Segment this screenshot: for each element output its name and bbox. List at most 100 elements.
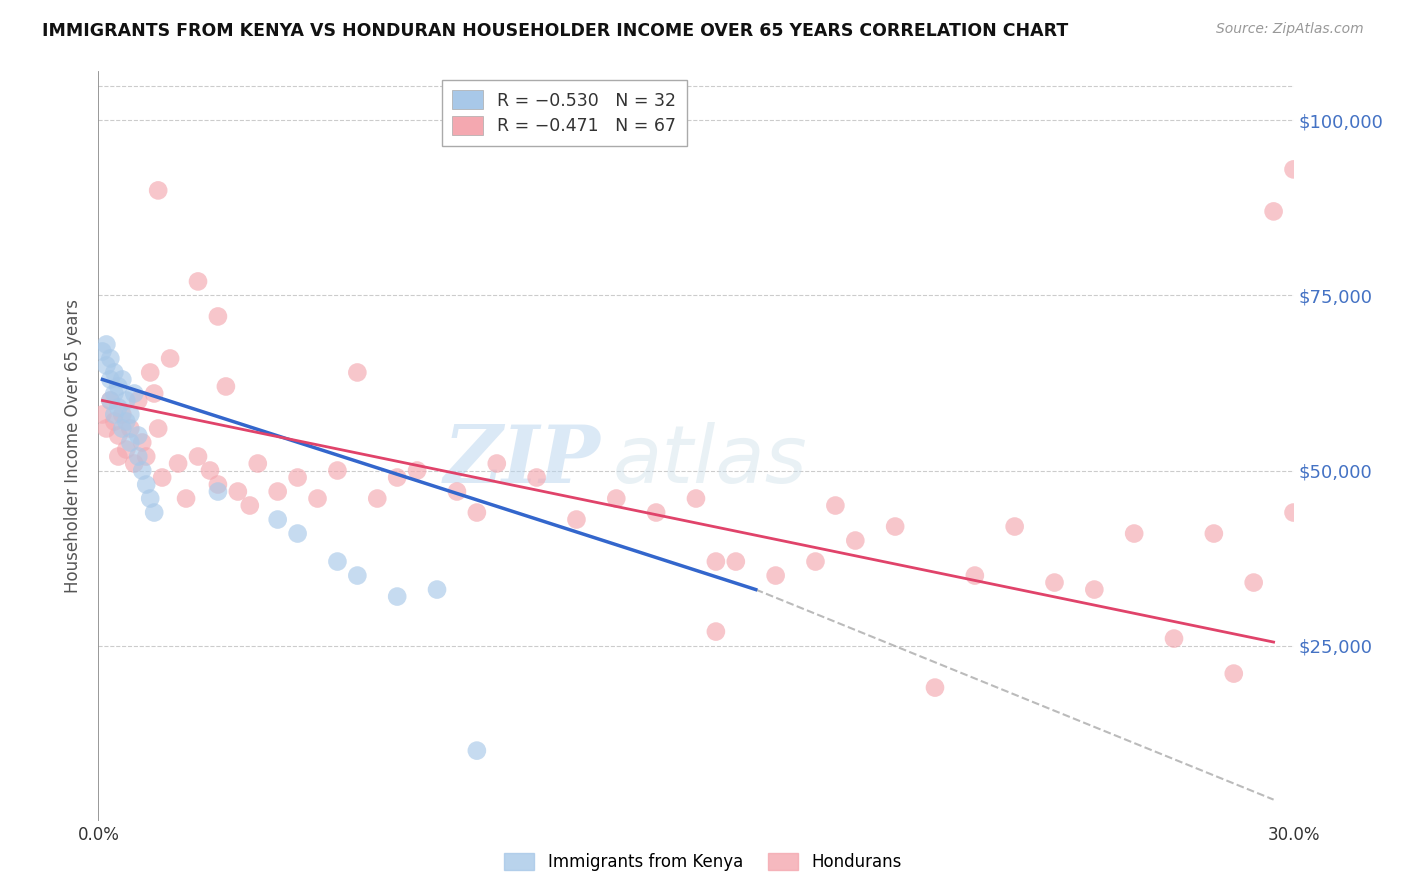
Point	[824, 499, 846, 513]
Point	[124, 386, 146, 401]
Legend: R = −0.530   N = 32, R = −0.471   N = 67: R = −0.530 N = 32, R = −0.471 N = 67	[441, 80, 686, 145]
Point	[924, 681, 946, 695]
Point	[96, 359, 118, 373]
Point	[115, 442, 138, 457]
Legend: Immigrants from Kenya, Hondurans: Immigrants from Kenya, Hondurans	[496, 845, 910, 880]
Point	[1282, 506, 1305, 520]
Point	[127, 393, 149, 408]
Text: ZIP: ZIP	[443, 422, 600, 500]
Point	[98, 351, 122, 366]
Point	[174, 491, 197, 506]
Point	[267, 484, 290, 499]
Point	[111, 408, 134, 422]
Point	[287, 470, 309, 484]
Point	[131, 435, 153, 450]
Point	[135, 477, 157, 491]
Point	[143, 506, 166, 520]
Point	[426, 582, 449, 597]
Point	[884, 519, 907, 533]
Point	[103, 366, 125, 380]
Point	[207, 310, 229, 324]
Point	[366, 491, 388, 506]
Point	[246, 457, 269, 471]
Point	[103, 386, 125, 401]
Point	[385, 470, 409, 484]
Point	[287, 526, 309, 541]
Point	[98, 393, 122, 408]
Point	[120, 408, 142, 422]
Point	[107, 450, 129, 464]
Point	[1223, 666, 1246, 681]
Point	[465, 743, 488, 757]
Point	[485, 457, 508, 471]
Point	[704, 624, 727, 639]
Point	[120, 421, 142, 435]
Point	[96, 337, 118, 351]
Point	[98, 372, 122, 386]
Text: IMMIGRANTS FROM KENYA VS HONDURAN HOUSEHOLDER INCOME OVER 65 YEARS CORRELATION C: IMMIGRANTS FROM KENYA VS HONDURAN HOUSEH…	[42, 22, 1069, 40]
Point	[115, 393, 138, 408]
Point	[724, 555, 747, 569]
Point	[148, 421, 170, 435]
Point	[346, 366, 368, 380]
Point	[124, 457, 146, 471]
Point	[198, 463, 221, 477]
Point	[103, 408, 125, 422]
Point	[1043, 575, 1066, 590]
Point	[120, 435, 142, 450]
Point	[526, 470, 548, 484]
Point	[207, 477, 229, 491]
Point	[98, 393, 122, 408]
Point	[148, 183, 170, 197]
Point	[1243, 575, 1265, 590]
Point	[685, 491, 707, 506]
Point	[1004, 519, 1026, 533]
Point	[645, 506, 668, 520]
Point	[215, 379, 238, 393]
Point	[127, 428, 149, 442]
Point	[127, 450, 149, 464]
Point	[107, 428, 129, 442]
Point	[139, 366, 162, 380]
Point	[135, 450, 157, 464]
Point	[326, 555, 349, 569]
Point	[307, 491, 329, 506]
Text: atlas: atlas	[613, 422, 807, 500]
Point	[131, 463, 153, 477]
Point	[107, 379, 129, 393]
Point	[765, 568, 787, 582]
Point	[91, 408, 114, 422]
Point	[187, 450, 209, 464]
Point	[804, 555, 827, 569]
Point	[1083, 582, 1105, 597]
Point	[565, 512, 588, 526]
Point	[226, 484, 249, 499]
Point	[187, 275, 209, 289]
Point	[844, 533, 866, 548]
Point	[1263, 204, 1285, 219]
Point	[1163, 632, 1185, 646]
Point	[326, 463, 349, 477]
Point	[963, 568, 986, 582]
Point	[239, 499, 262, 513]
Point	[139, 491, 162, 506]
Point	[115, 415, 138, 429]
Point	[605, 491, 627, 506]
Point	[159, 351, 181, 366]
Point	[346, 568, 368, 582]
Point	[446, 484, 468, 499]
Point	[385, 590, 409, 604]
Point	[1282, 162, 1305, 177]
Point	[111, 372, 134, 386]
Point	[107, 401, 129, 415]
Point	[406, 463, 429, 477]
Point	[111, 421, 134, 435]
Point	[1123, 526, 1146, 541]
Point	[704, 555, 727, 569]
Point	[267, 512, 290, 526]
Point	[207, 484, 229, 499]
Point	[143, 386, 166, 401]
Point	[465, 506, 488, 520]
Text: Source: ZipAtlas.com: Source: ZipAtlas.com	[1216, 22, 1364, 37]
Point	[150, 470, 173, 484]
